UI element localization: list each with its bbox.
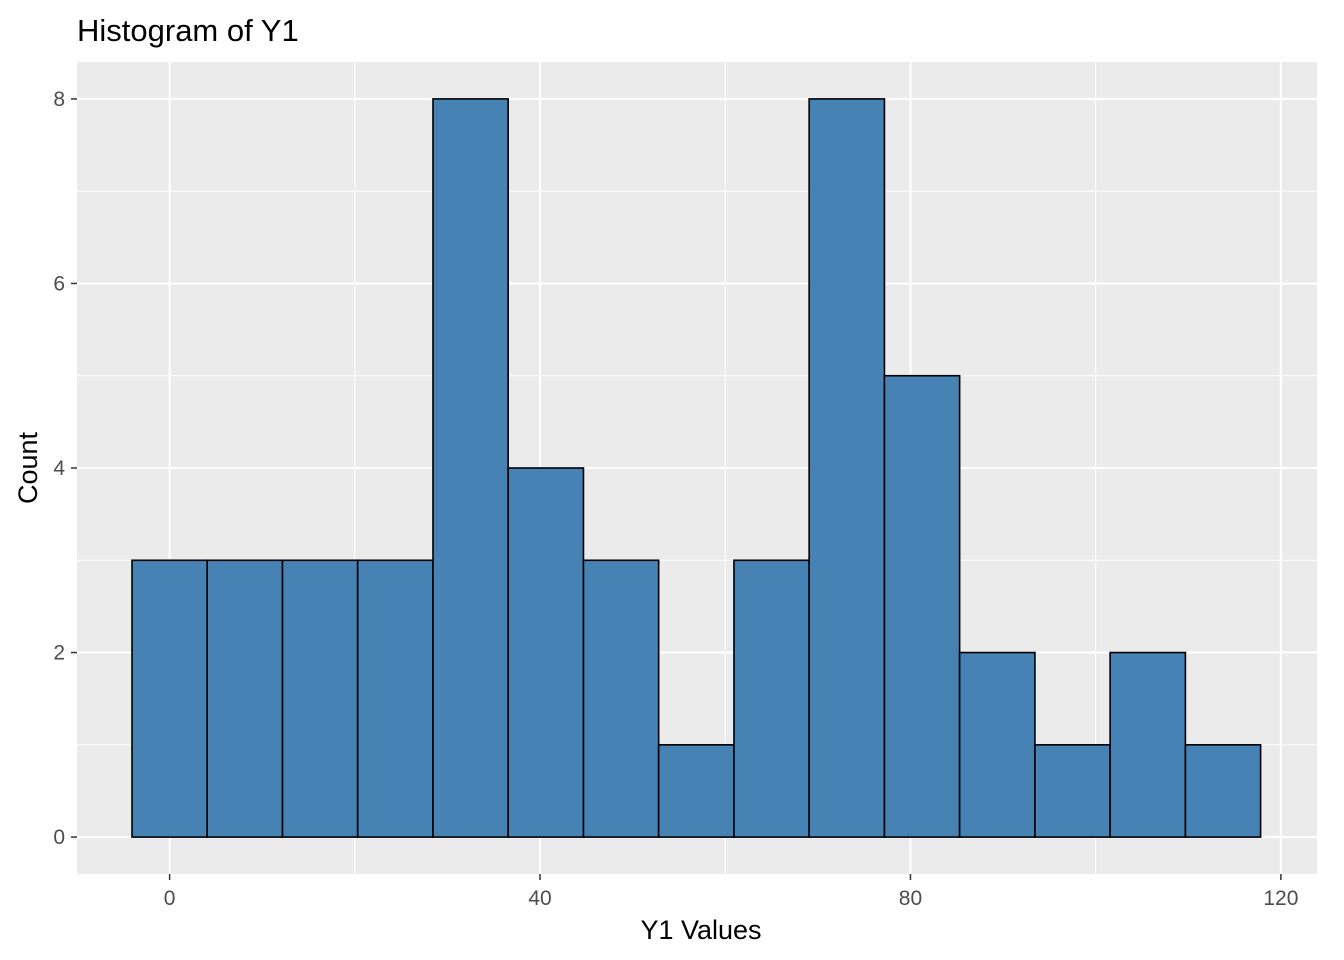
- y-tick-label: 0: [53, 826, 65, 849]
- x-axis-label: Y1 Values: [640, 915, 761, 945]
- histogram-bar: [958, 651, 1036, 838]
- x-axis: 0 40 80 120: [164, 874, 1298, 910]
- histogram-bars: [131, 98, 1262, 838]
- chart-title: Histogram of Y1: [77, 13, 299, 48]
- histogram-bar: [733, 559, 810, 838]
- y-tick-label: 6: [53, 272, 65, 295]
- histogram-bar: [1034, 744, 1111, 838]
- histogram-bar: [808, 98, 886, 838]
- x-tick-label: 0: [164, 887, 176, 910]
- y-tick-label: 8: [53, 88, 65, 111]
- y-tick-label: 4: [53, 457, 65, 480]
- histogram-bar: [356, 559, 434, 838]
- histogram-bar: [1184, 744, 1262, 838]
- histogram-bar: [432, 98, 509, 838]
- histogram-bar: [883, 374, 961, 838]
- histogram-bar: [582, 559, 660, 838]
- histogram-bar: [1109, 651, 1187, 838]
- x-tick-label: 120: [1263, 887, 1298, 910]
- y-tick-label: 2: [53, 642, 65, 665]
- histogram-bar: [206, 559, 284, 838]
- histogram-bar: [131, 559, 209, 838]
- y-axis-label: Count: [13, 431, 43, 504]
- histogram-bar: [507, 467, 585, 838]
- histogram-bar: [657, 744, 735, 838]
- x-tick-label: 80: [899, 887, 922, 910]
- y-axis: 0 2 4 6 8: [53, 88, 77, 849]
- x-tick-label: 40: [528, 887, 551, 910]
- histogram-bar: [281, 559, 359, 838]
